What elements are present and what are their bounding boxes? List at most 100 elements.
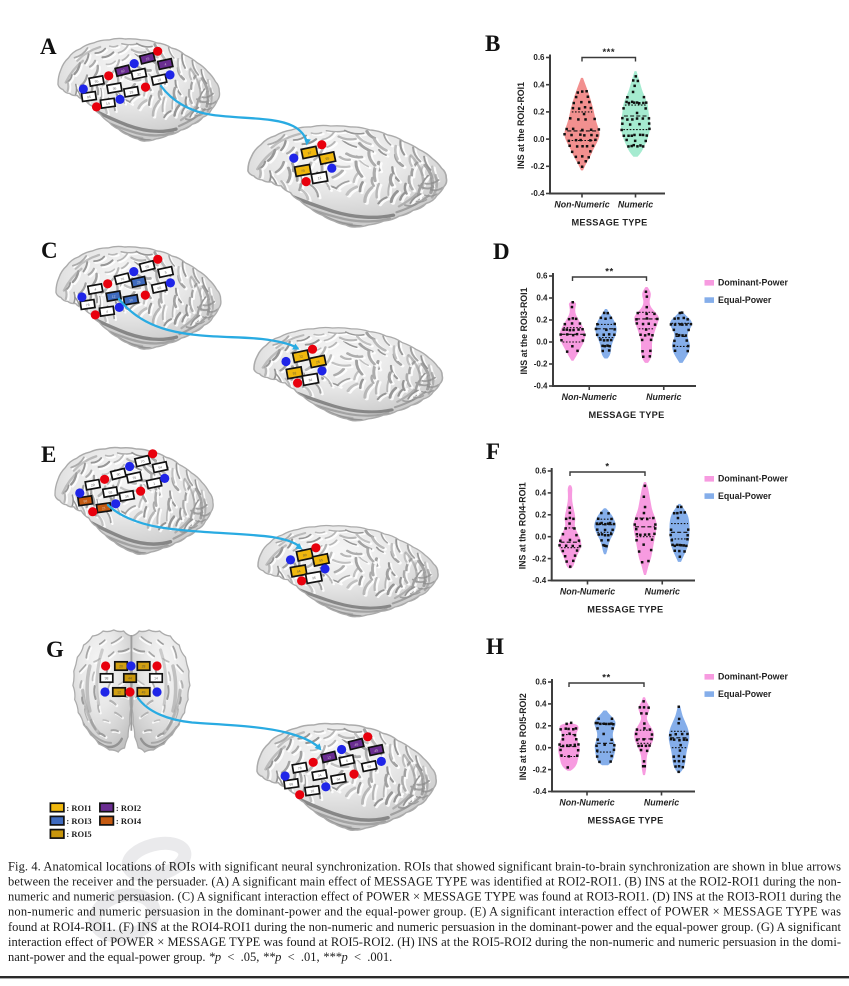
svg-text:MESSAGE TYPE: MESSAGE TYPE [588, 410, 664, 420]
svg-text:C: C [41, 238, 58, 263]
svg-text:95: 95 [94, 79, 99, 84]
svg-text:non-numeric and numeric persua: non-numeric and numeric persuasion in th… [8, 905, 841, 919]
svg-text:Non-Numeric: Non-Numeric [560, 587, 615, 597]
svg-text:69: 69 [289, 782, 293, 787]
svg-text:-0.2: -0.2 [532, 554, 546, 563]
svg-text:MESSAGE TYPE: MESSAGE TYPE [587, 605, 663, 615]
svg-text:12: 12 [111, 294, 116, 299]
svg-text:76: 76 [120, 277, 125, 282]
svg-text:-0.4: -0.4 [531, 189, 545, 198]
svg-text:0.6: 0.6 [536, 272, 548, 281]
svg-text:-0.2: -0.2 [531, 162, 545, 171]
svg-text:INS at the ROI4-ROI1: INS at the ROI4-ROI1 [518, 482, 528, 569]
svg-text:G: G [46, 637, 64, 662]
svg-text:Dominant-Power: Dominant-Power [718, 278, 788, 288]
svg-text:0.2: 0.2 [536, 316, 548, 325]
svg-text:95: 95 [325, 156, 330, 161]
svg-text:**: ** [602, 673, 610, 684]
svg-text:82: 82 [121, 69, 126, 74]
svg-text:Fig. 4. Anatomical locations o: Fig. 4. Anatomical locations of ROIs wit… [8, 859, 841, 873]
svg-text:28: 28 [142, 665, 146, 669]
svg-text:55: 55 [319, 558, 324, 563]
svg-text:16: 16 [310, 789, 314, 794]
svg-text:Numeric: Numeric [644, 798, 679, 808]
svg-text:*: * [605, 462, 609, 473]
svg-text:**: ** [605, 267, 613, 278]
svg-text:13: 13 [327, 755, 332, 760]
svg-text:0.4: 0.4 [535, 489, 547, 498]
svg-text:0.6: 0.6 [533, 53, 545, 62]
svg-text:between the receiver and the p: between the receiver and the persuader. … [8, 875, 841, 889]
svg-text:0.0: 0.0 [536, 338, 548, 347]
svg-text:54: 54 [158, 465, 163, 470]
svg-text:0.4: 0.4 [533, 80, 545, 89]
svg-text:49: 49 [142, 691, 146, 695]
svg-text:: ROI3: : ROI3 [66, 816, 91, 826]
svg-text:0.6: 0.6 [535, 467, 547, 476]
svg-text:98: 98 [105, 677, 109, 681]
svg-text:MESSAGE TYPE: MESSAGE TYPE [571, 218, 647, 228]
svg-text:44: 44 [128, 677, 132, 681]
svg-text:-0.2: -0.2 [533, 765, 547, 774]
svg-text:A: A [40, 34, 57, 59]
svg-text:0.6: 0.6 [535, 678, 547, 687]
svg-text:72: 72 [299, 355, 304, 360]
svg-text:-0.4: -0.4 [533, 787, 547, 796]
svg-text:92: 92 [292, 371, 297, 376]
svg-text:4: 4 [94, 287, 97, 291]
svg-text:0.4: 0.4 [536, 294, 548, 303]
svg-text:nant-power and the equal-power: nant-power and the equal-power group. *p… [8, 950, 392, 964]
svg-text:36: 36 [125, 494, 130, 499]
svg-text:36: 36 [112, 86, 117, 91]
svg-text:Equal-Power: Equal-Power [718, 491, 772, 501]
svg-text:4: 4 [106, 310, 109, 314]
svg-text:29: 29 [129, 90, 134, 95]
svg-text:H: H [486, 634, 504, 659]
svg-text:Dominant-Power: Dominant-Power [718, 672, 788, 682]
svg-text:94: 94 [336, 777, 341, 782]
svg-text:70: 70 [140, 459, 145, 464]
svg-text:29: 29 [91, 483, 96, 488]
svg-text:70: 70 [301, 169, 306, 174]
svg-text:: ROI2: : ROI2 [116, 803, 141, 813]
svg-text:: ROI4: : ROI4 [116, 816, 142, 826]
svg-text:58: 58 [108, 490, 113, 495]
svg-text:90: 90 [116, 472, 121, 477]
svg-text:0.0: 0.0 [533, 135, 545, 144]
svg-text:95: 95 [87, 95, 91, 100]
svg-text:21: 21 [102, 506, 106, 511]
svg-text:26: 26 [316, 360, 321, 365]
svg-text:5: 5 [164, 270, 167, 274]
svg-text:0.2: 0.2 [535, 722, 547, 731]
svg-text:0.0: 0.0 [535, 532, 547, 541]
svg-text:15: 15 [145, 56, 150, 61]
svg-text:1: 1 [153, 482, 156, 486]
svg-text:76: 76 [132, 476, 137, 481]
svg-text:Equal-Power: Equal-Power [718, 689, 772, 699]
svg-text:0.4: 0.4 [535, 700, 547, 709]
svg-text:B: B [485, 31, 500, 56]
svg-text:14: 14 [154, 677, 158, 681]
svg-text:INS at the ROI2-ROI1: INS at the ROI2-ROI1 [516, 82, 526, 169]
svg-text:98: 98 [83, 499, 87, 504]
svg-text:18: 18 [157, 78, 162, 83]
svg-text:0.2: 0.2 [533, 108, 545, 117]
svg-text:found at ROI4-ROI1. (F) INS at: found at ROI4-ROI1. (F) INS at the ROI4-… [8, 920, 842, 934]
svg-text:INS at the ROI3-ROI1: INS at the ROI3-ROI1 [519, 287, 529, 374]
svg-text:Non-Numeric: Non-Numeric [562, 392, 617, 402]
svg-text:90: 90 [303, 553, 308, 558]
svg-text:***: *** [602, 47, 615, 58]
svg-text:Non-Numeric: Non-Numeric [559, 798, 614, 808]
svg-text:55: 55 [145, 264, 150, 269]
svg-text:32: 32 [137, 72, 142, 77]
svg-text:E: E [41, 442, 56, 467]
svg-text:Numeric: Numeric [618, 200, 653, 210]
svg-text:: ROI5: : ROI5 [66, 829, 91, 839]
svg-text:59: 59 [367, 764, 372, 769]
svg-text:34: 34 [317, 773, 322, 778]
svg-text:78: 78 [86, 303, 90, 308]
svg-text:28: 28 [136, 280, 141, 285]
svg-text:Equal-Power: Equal-Power [718, 295, 772, 305]
svg-text:F: F [486, 439, 500, 464]
svg-text:-0.4: -0.4 [534, 382, 548, 391]
